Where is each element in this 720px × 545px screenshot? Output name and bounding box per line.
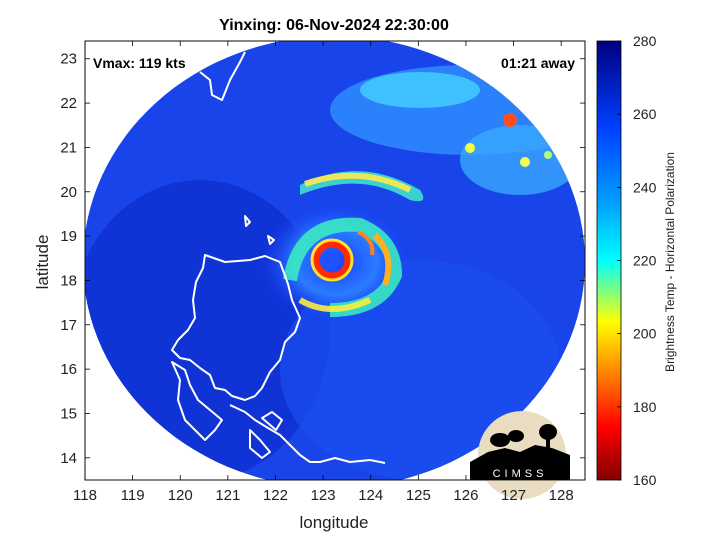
coastline [171, 51, 386, 464]
x-tick-label: 127 [501, 487, 526, 504]
x-tick-label: 118 [73, 487, 97, 504]
x-tick-label: 124 [358, 487, 383, 504]
y-tick-label: 15 [60, 405, 77, 422]
colorbar-tick-label: 260 [633, 106, 657, 122]
plot-border [84, 40, 586, 481]
y-tick-label: 22 [60, 95, 77, 112]
x-tick-label: 123 [311, 487, 336, 504]
colorbar-ticks: 160 180 200 220 240 260 280 [617, 33, 657, 488]
x-tick-label: 122 [263, 487, 288, 504]
chart-title: Yinxing: 06-Nov-2024 22:30:00 [219, 17, 449, 34]
colorbar-tick-label: 280 [633, 33, 657, 49]
y-tick-label: 14 [60, 450, 77, 467]
colorbar-tick-label: 200 [633, 326, 657, 342]
y-axis: 14 15 16 17 18 19 20 21 22 23 [60, 51, 585, 467]
y-axis-label: latitude [33, 235, 52, 290]
colorbar-tick-label: 160 [633, 472, 657, 488]
cimss-logo: CIMSS [470, 411, 570, 499]
vmax-annotation: Vmax: 119 kts [93, 55, 186, 71]
x-tick-label: 128 [549, 487, 574, 504]
x-tick-label: 125 [406, 487, 431, 504]
storm-eye [323, 251, 341, 269]
x-tick-label: 120 [168, 487, 193, 504]
y-tick-label: 20 [60, 184, 77, 201]
colorbar-tick-label: 240 [633, 179, 657, 195]
y-tick-label: 19 [60, 228, 77, 245]
logo-text: CIMSS [493, 468, 548, 480]
x-tick-label: 126 [453, 487, 478, 504]
y-tick-label: 17 [60, 317, 77, 334]
x-axis: 118 119 120 121 122 123 124 125 126 127 128 [73, 41, 574, 504]
y-tick-label: 21 [60, 139, 77, 156]
colorbar-label: Brightness Temp - Horizontal Polarizatio… [663, 152, 677, 372]
x-tick-label: 119 [121, 487, 145, 504]
x-axis-label: longitude [299, 513, 368, 532]
y-tick-label: 18 [60, 272, 77, 289]
time-away-annotation: 01:21 away [501, 55, 575, 71]
colorbar-tick-label: 180 [633, 399, 657, 415]
storm-eyewall [312, 240, 352, 280]
y-tick-label: 23 [60, 51, 77, 68]
x-tick-label: 121 [215, 487, 240, 504]
y-tick-label: 16 [60, 361, 77, 378]
colorbar-tick-label: 220 [633, 253, 657, 269]
